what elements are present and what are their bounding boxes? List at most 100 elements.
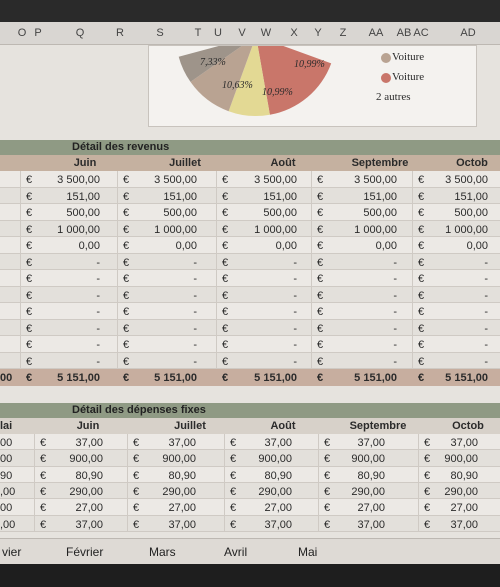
value-cell: - xyxy=(193,322,197,335)
sheet-tab[interactable]: Mars xyxy=(149,545,176,559)
pie-slice xyxy=(228,46,270,117)
row-line xyxy=(0,449,500,451)
currency: € xyxy=(40,485,47,498)
row-bg xyxy=(0,499,500,516)
row-line xyxy=(0,351,500,353)
value-cell: 900,00 xyxy=(351,453,385,466)
currency: € xyxy=(26,256,33,269)
value-cell: 37,00 xyxy=(357,518,385,531)
value-cell: 27,00 xyxy=(357,502,385,515)
row-line xyxy=(0,203,500,204)
currency: € xyxy=(317,190,324,203)
value-cell: 37,00 xyxy=(264,437,292,449)
value-cell: - xyxy=(193,273,197,285)
column-header: AB xyxy=(396,27,412,39)
value-cell: 151,00 xyxy=(363,190,397,203)
currency: € xyxy=(424,518,431,531)
currency: € xyxy=(40,502,47,515)
month-header: Août xyxy=(270,420,296,432)
value-cell: 290,00 xyxy=(444,485,478,498)
currency: € xyxy=(40,437,47,449)
value-cell: 290,00 xyxy=(351,485,385,498)
value-cell: 27,00 xyxy=(168,502,196,515)
value-cell: 3 500,00 xyxy=(57,174,100,186)
month-header: Octob xyxy=(452,420,484,432)
value-cell: - xyxy=(293,322,297,335)
value-cell: 500,00 xyxy=(263,207,297,219)
currency: € xyxy=(418,223,425,236)
left-cell: 00 xyxy=(0,437,13,449)
row-bg xyxy=(0,336,500,353)
currency: € xyxy=(26,322,33,335)
value-cell: 1 000,00 xyxy=(354,223,397,236)
value-cell: 290,00 xyxy=(162,485,196,498)
currency: € xyxy=(324,518,331,531)
row-line xyxy=(0,335,500,336)
row-bg xyxy=(0,466,500,483)
sheet-tab[interactable]: Mai xyxy=(298,545,318,559)
currency: € xyxy=(317,339,324,351)
row-bg xyxy=(0,253,500,270)
pie-label: 10,99% xyxy=(294,59,325,70)
total-cell: 5 151,00 xyxy=(354,372,397,384)
currency: € xyxy=(133,485,140,498)
value-cell: 151,00 xyxy=(263,190,297,203)
currency: € xyxy=(424,437,431,449)
currency: € xyxy=(26,339,33,351)
column-line xyxy=(216,171,217,369)
row-line xyxy=(0,368,500,369)
value-cell: 290,00 xyxy=(258,485,292,498)
value-cell: - xyxy=(96,306,100,318)
value-cell: 1 000,00 xyxy=(57,223,100,236)
currency: € xyxy=(317,174,324,186)
currency: € xyxy=(222,190,229,203)
currency: € xyxy=(222,306,229,318)
value-cell: 37,00 xyxy=(168,518,196,531)
value-cell: - xyxy=(393,339,397,351)
value-cell: 1 000,00 xyxy=(154,223,197,236)
sheet-tab[interactable]: vier xyxy=(2,545,22,559)
column-line xyxy=(412,171,413,369)
currency: € xyxy=(324,453,331,466)
row-line xyxy=(0,465,500,467)
currency: € xyxy=(230,453,237,466)
currency: € xyxy=(222,174,229,186)
value-cell: 80,90 xyxy=(168,469,196,482)
currency: € xyxy=(317,289,324,302)
row-bg xyxy=(0,270,500,287)
value-cell: - xyxy=(393,256,397,269)
value-cell: - xyxy=(393,322,397,335)
currency: € xyxy=(133,453,140,466)
currency: € xyxy=(230,502,237,515)
value-cell: 0,00 xyxy=(78,240,100,252)
value-cell: 0,00 xyxy=(466,240,488,252)
value-cell: 900,00 xyxy=(444,453,478,466)
currency: € xyxy=(418,273,425,285)
currency: € xyxy=(26,207,33,219)
row-line xyxy=(0,530,500,532)
value-cell: 27,00 xyxy=(264,502,292,515)
value-cell: 3 500,00 xyxy=(354,174,397,186)
currency: € xyxy=(26,289,33,302)
value-cell: - xyxy=(484,322,488,335)
column-line xyxy=(34,434,35,532)
column-header: T xyxy=(194,27,202,39)
sheet-tab-bar xyxy=(0,538,500,565)
row-line xyxy=(0,269,500,270)
month-header: Juin xyxy=(76,420,100,432)
column-line xyxy=(224,434,225,532)
sheet-tab[interactable]: Avril xyxy=(224,545,248,559)
header-row xyxy=(0,418,500,434)
currency: € xyxy=(40,453,47,466)
currency: € xyxy=(230,469,237,482)
column-header: Z xyxy=(339,27,347,39)
currency: € xyxy=(222,339,229,351)
row-bg xyxy=(0,220,500,237)
currency: € xyxy=(230,437,237,449)
row-line xyxy=(0,481,500,483)
currency: € xyxy=(418,207,425,219)
chart-box xyxy=(148,45,477,127)
currency: € xyxy=(424,502,431,515)
currency: € xyxy=(424,453,431,466)
sheet-tab[interactable]: Février xyxy=(66,545,104,559)
